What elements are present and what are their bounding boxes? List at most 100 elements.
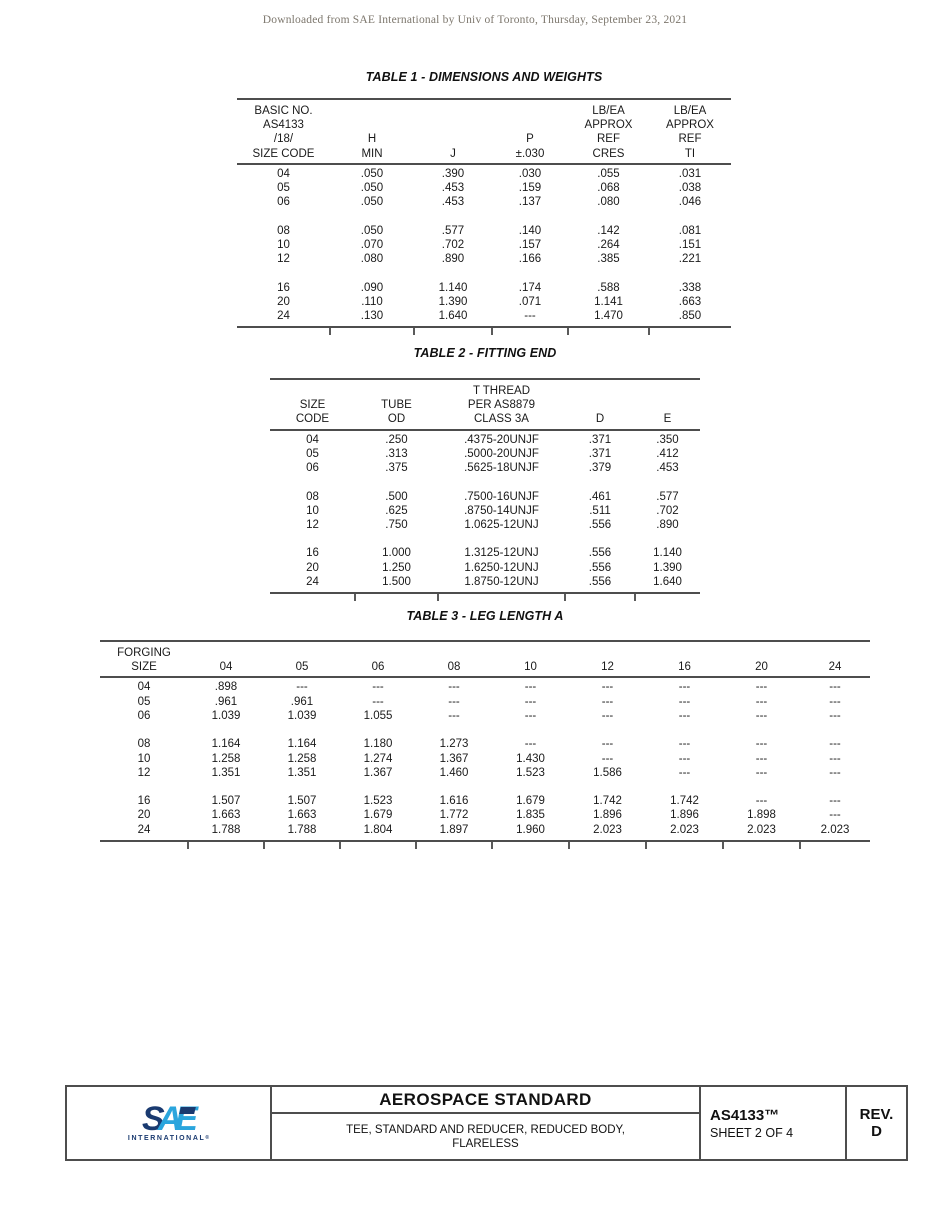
table-2-body: 04 .250 .4375-20UNJF .371 .350 05 .313 .5000-20… xyxy=(270,430,700,594)
cell: --- xyxy=(755,766,768,779)
table-row: 04 .050 .390 .030 .055 .031 xyxy=(237,164,731,181)
column-tick xyxy=(645,842,647,850)
cell: 1.351 xyxy=(287,766,317,779)
table-2-grid: SIZE CODE TUBE OD T THREAD PER AS8879 CLASS 3A… xyxy=(270,378,700,602)
cell: .588 xyxy=(597,281,620,294)
table-row: 20 1.663 1.663 1.679 1.772 1.835 1.896 1.896 1.8… xyxy=(100,808,870,822)
cell: .350 xyxy=(656,433,679,446)
cell: 16 xyxy=(137,795,151,808)
column-header: LB/EA APPROX REF TI xyxy=(666,105,714,160)
cell: 1.0625-12UNJ xyxy=(464,519,539,532)
cell: --- xyxy=(601,710,614,722)
table-3-title: TABLE 3 - LEG LENGTH A xyxy=(406,609,564,623)
cell: .5000-20UNJF xyxy=(464,447,539,460)
cell: 06 xyxy=(277,196,290,209)
cell: .4375-20UNJF xyxy=(464,433,539,446)
cell: --- xyxy=(601,752,614,765)
registered-mark: ® xyxy=(205,1135,210,1141)
cell: 12 xyxy=(306,519,319,532)
document-title: TEE, STANDARD AND REDUCER, REDUCED BODY,… xyxy=(272,1114,699,1159)
cell: 1.500 xyxy=(382,575,411,588)
cell: 1.274 xyxy=(363,752,393,765)
column-header: 06 xyxy=(371,661,385,674)
cell: 1.897 xyxy=(439,823,469,836)
cell: 10 xyxy=(137,752,151,765)
table-row: 12 1.351 1.351 1.367 1.460 1.523 1.586 --- --- --… xyxy=(100,766,870,780)
cell: .890 xyxy=(656,519,679,532)
cell: 20 xyxy=(306,561,319,574)
cell: 1.164 xyxy=(287,738,317,751)
cell: 1.507 xyxy=(287,795,317,808)
cell: .151 xyxy=(678,239,702,251)
cell: 08 xyxy=(306,490,319,503)
cell: .511 xyxy=(589,504,611,517)
cell: .050 xyxy=(360,196,384,209)
cell: --- xyxy=(601,738,614,751)
cell: .556 xyxy=(588,575,612,588)
cell: --- xyxy=(296,681,308,694)
cell: .461 xyxy=(588,490,612,503)
cell: .038 xyxy=(678,182,702,195)
revision-value: D xyxy=(871,1123,882,1140)
cell: 1.804 xyxy=(363,823,393,836)
cell: .371 xyxy=(588,433,612,446)
table-row: 24 1.500 1.8750-12UNJ .556 1.640 xyxy=(270,575,700,593)
cell: .663 xyxy=(678,295,702,308)
cell: 1.390 xyxy=(438,295,468,308)
revision-label: REV. xyxy=(859,1106,894,1123)
cell: .453 xyxy=(441,182,465,195)
table-1-header: BASIC NO. AS4133/18/SIZE CODE H MIN J P ±.030 L… xyxy=(237,99,731,164)
cell: 10 xyxy=(306,504,319,517)
cell: .961 xyxy=(290,695,314,708)
table-row: 05 .050 .453 .159 .068 .038 xyxy=(237,181,731,195)
cell: .556 xyxy=(588,561,612,574)
cell: --- xyxy=(755,738,768,751)
table-row: 10 .625 .8750-14UNJF .511 .702 xyxy=(270,504,700,518)
table-2-header: SIZE CODE TUBE OD T THREAD PER AS8879 CLASS 3A… xyxy=(270,379,700,430)
cell: 1.470 xyxy=(594,310,623,323)
cell: .250 xyxy=(385,433,408,446)
table-row: 24 1.788 1.788 1.804 1.897 1.960 2.023 2.023 2.0… xyxy=(100,823,870,841)
column-header: 04 xyxy=(219,661,233,674)
cell: --- xyxy=(524,710,537,722)
cell: --- xyxy=(755,752,768,765)
table-row: 16 1.000 1.3125-12UNJ .556 1.140 xyxy=(270,546,700,560)
column-header: T THREAD PER AS8879 CLASS 3A xyxy=(467,385,536,426)
column-header: E xyxy=(663,413,672,426)
cell: 1.367 xyxy=(363,766,393,779)
table-row: 06 .375 .5625-18UNJF .379 .453 xyxy=(270,461,700,475)
cell: --- xyxy=(678,752,691,765)
cell: 05 xyxy=(306,447,319,460)
cell: .157 xyxy=(518,239,542,251)
cell: --- xyxy=(601,695,614,708)
cell: 1.351 xyxy=(211,766,241,779)
cell: --- xyxy=(829,695,841,708)
cell: 1.3125-12UNJ xyxy=(464,547,539,560)
cell: 1.180 xyxy=(363,738,393,751)
download-watermark: Downloaded from SAE International by Uni… xyxy=(262,14,688,26)
table-3-body: 04.898 --- --- --- --- --- --- --- --- 05.961.961… xyxy=(100,677,870,841)
cell: --- xyxy=(755,681,768,694)
cell: --- xyxy=(372,695,384,708)
cell: --- xyxy=(601,681,614,694)
cell: 1.742 xyxy=(593,795,622,808)
cell: 1.367 xyxy=(439,752,469,765)
standard-title-cell: AEROSPACE STANDARD TEE, STANDARD AND RED… xyxy=(270,1087,699,1159)
column-tick xyxy=(634,594,636,602)
cell: 1.679 xyxy=(363,809,393,822)
cell: 08 xyxy=(137,738,151,751)
cell: .961 xyxy=(214,695,238,708)
cell: --- xyxy=(372,681,384,694)
cell: 1.896 xyxy=(593,809,622,822)
cell: .142 xyxy=(597,224,620,237)
table-row: 10 1.258 1.258 1.274 1.367 1.430 --- --- --- --- xyxy=(100,752,870,766)
cell: 1.523 xyxy=(516,766,545,779)
table-row: 08 1.164 1.164 1.180 1.273 --- --- --- --- --- xyxy=(100,737,870,751)
cell: .850 xyxy=(678,310,702,323)
cell: 1.586 xyxy=(593,766,622,779)
table-1-dimensions-and-weights: TABLE 1 - DIMENSIONS AND WEIGHTS BASIC N… xyxy=(237,70,731,336)
sae-logo-letter-e: E xyxy=(175,1100,198,1138)
column-tick xyxy=(437,594,439,602)
cell: --- xyxy=(678,681,691,694)
table-1-body: 04 .050 .390 .030 .055 .031 05 .050 .453 .159 .068… xyxy=(237,164,731,328)
